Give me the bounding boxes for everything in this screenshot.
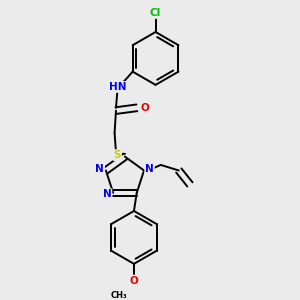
Text: N: N — [145, 164, 154, 174]
Text: N: N — [95, 164, 104, 174]
Text: N: N — [103, 189, 111, 199]
Text: CH₃: CH₃ — [110, 291, 127, 300]
Text: Cl: Cl — [150, 8, 161, 18]
Text: HN: HN — [109, 82, 126, 92]
Text: S: S — [114, 150, 121, 160]
Text: O: O — [140, 103, 149, 113]
Text: O: O — [130, 275, 138, 286]
